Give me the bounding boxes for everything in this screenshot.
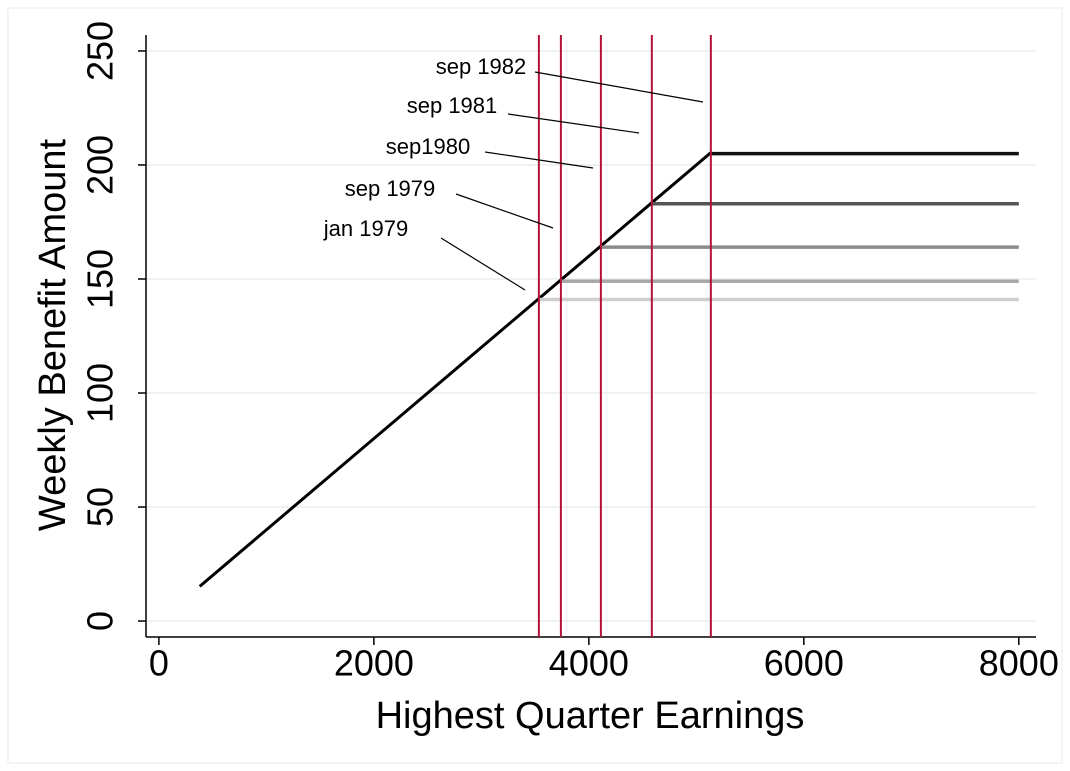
y-tick-label: 250 — [80, 21, 121, 81]
y-tick-label: 150 — [80, 249, 121, 309]
y-axis-label: Weekly Benefit Amount — [32, 138, 74, 531]
x-tick-label: 2000 — [334, 643, 414, 684]
annotation-line — [507, 113, 640, 134]
annotation-line — [440, 237, 526, 291]
x-tick-label: 8000 — [979, 643, 1059, 684]
y-tick-label: 50 — [80, 487, 121, 527]
series-line — [198, 151, 712, 588]
annotation: sep 1982 — [436, 54, 527, 79]
annotation-line — [484, 151, 594, 169]
annotation-line — [455, 193, 554, 229]
annotation: sep1980 — [386, 134, 470, 159]
x-tick-label: 4000 — [549, 643, 629, 684]
annotation: sep 1979 — [345, 176, 436, 201]
y-tick-label: 100 — [80, 363, 121, 423]
x-axis-label: Highest Quarter Earnings — [376, 695, 805, 737]
annotation: jan 1979 — [323, 216, 408, 241]
y-tick-label: 0 — [80, 611, 121, 631]
annotation: sep 1981 — [407, 93, 498, 118]
annotation-line — [534, 71, 704, 103]
y-tick-label: 200 — [80, 135, 121, 195]
x-tick-label: 0 — [149, 643, 169, 684]
x-tick-label: 6000 — [764, 643, 844, 684]
